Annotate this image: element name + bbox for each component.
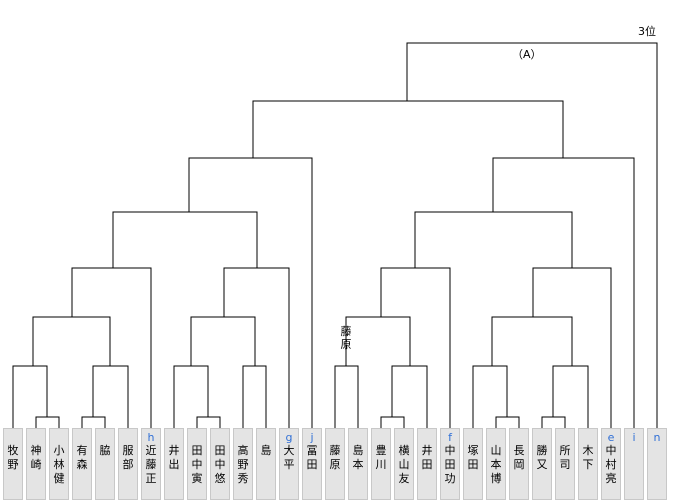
bracket-line (472, 365, 508, 428)
seed-label: i (632, 431, 636, 444)
bracket-line (81, 416, 106, 428)
bracket-line (188, 157, 313, 428)
player-name: 井田 (421, 444, 433, 471)
player-cell: 神崎 (26, 428, 46, 500)
player-cell: 豊川 (371, 428, 391, 500)
player-cell: 勝又 (532, 428, 552, 500)
player-name: 中田功 (444, 444, 456, 485)
player-cell: f 中田功 (440, 428, 460, 500)
player-name: 豊川 (375, 444, 387, 471)
player-name: 井出 (168, 444, 180, 471)
player-cell: 田中寅 (187, 428, 207, 500)
player-name: 冨田 (306, 444, 318, 471)
side-name-label: 藤原 (340, 325, 352, 351)
seed-label: h (147, 431, 155, 444)
bracket-line (380, 267, 451, 428)
player-cell: 藤原 (325, 428, 345, 500)
player-cell: n (647, 428, 667, 500)
player-cell: 長岡 (509, 428, 529, 500)
player-name: 有森 (76, 444, 88, 471)
bracket-line (491, 316, 573, 366)
player-cell: j 冨田 (302, 428, 322, 500)
bracket-line (541, 416, 566, 428)
bracket-line (12, 365, 48, 428)
third-place-label: 3位 (638, 25, 656, 38)
player-cell: 服部 (118, 428, 138, 500)
bracket-line (406, 42, 658, 428)
player-name: 長岡 (513, 444, 525, 471)
bracket-line (112, 211, 258, 268)
player-name: 塚田 (467, 444, 479, 471)
bracket-line (173, 365, 209, 428)
player-name: 小林健 (53, 444, 65, 485)
bracket-line (414, 211, 573, 268)
player-cell: 牧野 (3, 428, 23, 500)
bracket-line (92, 365, 129, 428)
seed-label: f (448, 431, 452, 444)
bracket-line (492, 157, 635, 428)
bracket-line (252, 100, 564, 158)
bracket-line (552, 365, 589, 428)
player-name: 島本 (352, 444, 364, 471)
player-name: 島 (260, 444, 272, 457)
bout-label: （A） (512, 48, 542, 61)
bracket-line (380, 416, 405, 428)
player-cell: 島 (256, 428, 276, 500)
player-cell: 井出 (164, 428, 184, 500)
seed-label: g (285, 431, 293, 444)
player-cell: i (624, 428, 644, 500)
player-cell: 島本 (348, 428, 368, 500)
player-name: 勝又 (536, 444, 548, 471)
player-cell: 高野秀 (233, 428, 253, 500)
player-name: 田中悠 (214, 444, 226, 485)
player-name: 中村亮 (605, 444, 617, 485)
bracket-line (242, 365, 267, 428)
player-name: 神崎 (30, 444, 42, 471)
bracket-line (345, 316, 411, 366)
player-name: 近藤正 (145, 444, 157, 485)
bracket-line (495, 416, 520, 428)
bracket-line (35, 416, 60, 428)
player-name: 服部 (122, 444, 134, 471)
seed-label: j (310, 431, 314, 444)
player-cell: 山本博 (486, 428, 506, 500)
player-name: 山本博 (490, 444, 502, 485)
player-cell: e 中村亮 (601, 428, 621, 500)
player-cell: 木下 (578, 428, 598, 500)
player-cell: g 大平 (279, 428, 299, 500)
player-cell: 所司 (555, 428, 575, 500)
player-name: 横山友 (398, 444, 410, 485)
player-cell: 脇 (95, 428, 115, 500)
bracket-line (196, 416, 221, 428)
player-name: 木下 (582, 444, 594, 471)
bracket-line (223, 267, 290, 428)
bracket-line (71, 267, 152, 428)
player-cell: 横山友 (394, 428, 414, 500)
player-name: 所司 (559, 444, 571, 471)
player-cell: 有森 (72, 428, 92, 500)
player-cell: 井田 (417, 428, 437, 500)
player-cell: 塚田 (463, 428, 483, 500)
bracket-line (190, 316, 256, 366)
seed-label: e (607, 431, 615, 444)
player-cell: 小林健 (49, 428, 69, 500)
player-name: 田中寅 (191, 444, 203, 485)
player-name: 牧野 (7, 444, 19, 471)
player-name: 高野秀 (237, 444, 249, 485)
bracket-line (391, 365, 428, 428)
seed-label: n (653, 431, 661, 444)
bracket-line (32, 316, 111, 366)
player-name: 藤原 (329, 444, 341, 471)
bracket-line (334, 365, 359, 428)
player-cell: h 近藤正 (141, 428, 161, 500)
player-name: 脇 (99, 444, 111, 457)
player-name: 大平 (283, 444, 295, 471)
player-cell: 田中悠 (210, 428, 230, 500)
